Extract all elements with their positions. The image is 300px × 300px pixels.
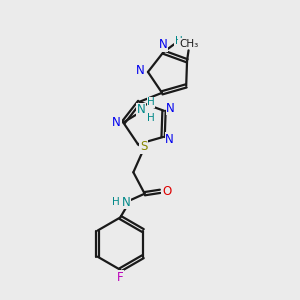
Text: N: N: [166, 102, 175, 115]
Text: N: N: [112, 116, 121, 129]
Text: N: N: [122, 196, 130, 208]
Text: CH₃: CH₃: [179, 39, 198, 49]
Text: H: H: [147, 113, 155, 123]
Text: N: N: [136, 64, 145, 77]
Text: H: H: [112, 197, 120, 207]
Text: S: S: [140, 140, 147, 153]
Text: O: O: [162, 185, 171, 198]
Text: N: N: [137, 103, 146, 116]
Text: F: F: [117, 271, 124, 284]
Text: H: H: [147, 97, 155, 107]
Text: H: H: [175, 36, 183, 46]
Text: N: N: [159, 38, 168, 51]
Text: N: N: [165, 133, 174, 146]
